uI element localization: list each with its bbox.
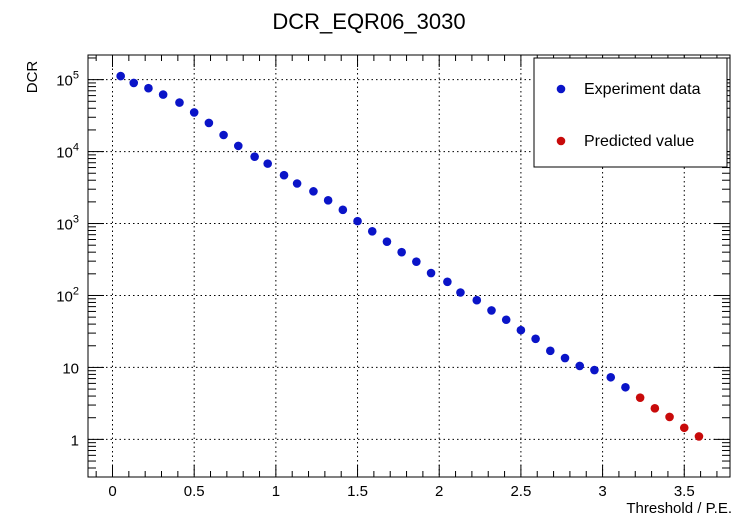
experiment-data-point [250,152,259,161]
experiment-data-point [606,372,616,382]
x-tick-label: 2.5 [510,483,531,500]
experiment-data-point [412,257,421,266]
y-axis-label: DCR [24,61,41,94]
y-tick-label: 102 [56,285,79,305]
y-tick-label: 1 [71,432,79,449]
y-tick-label-exponent: 3 [73,214,79,226]
x-tick-label: 2 [435,483,443,500]
plot-frame [87,54,731,478]
y-tick-label: 103 [56,214,79,234]
experiment-data-point [279,170,289,180]
experiment-data-point [309,187,318,196]
experiment-data-point [472,295,482,305]
y-tick-label-exponent: 2 [73,285,79,297]
experiment-data-point [575,361,585,371]
x-axis-label: Threshold / P.E. [626,500,732,516]
experiment-data-point [158,90,168,99]
predicted-value-point [650,404,660,413]
x-tick-label: 0.5 [184,483,205,500]
legend-label-predicted: Predicted value [584,133,694,150]
y-tick-label: 104 [56,142,79,162]
experiment-data-point [456,288,465,297]
legend-box [533,57,728,168]
experiment-data-point [501,315,511,325]
experiment-data-point [590,365,599,375]
experiment-data-point [175,98,184,107]
grid [88,55,730,477]
y-tick-label-exponent: 5 [73,70,79,82]
x-tick-labels: 0 0.5 1 1.5 2 2.5 3 3.5 [108,483,694,500]
experiment-data-point [397,247,406,257]
experiment-data-point [338,205,348,215]
y-tick-label: 105 [56,70,79,90]
legend-marker-experiment [556,84,566,94]
predicted-value-point [665,412,674,422]
y-tick-label-base: 10 [56,217,73,234]
y-tick-label-base: 10 [56,73,73,90]
x-tick-label: 1 [272,483,280,500]
legend-label-experiment: Experiment data [584,81,701,98]
experiment-data-point [426,268,436,278]
x-tick-label: 3 [598,483,606,500]
y-tick-label-base: 10 [56,288,73,305]
y-tick-label-exponent: 4 [73,142,79,154]
predicted-value-point [694,432,704,441]
experiment-data-point [116,71,125,81]
y-tick-label: 10 [62,360,79,377]
experiment-data-point [621,382,630,392]
experiment-data-point [144,83,153,93]
experiment-data-point [204,118,214,128]
experiment-data-point [233,141,243,151]
x-tick-label: 0 [108,483,116,500]
legend: Experiment data Predicted value [533,57,728,168]
x-tick-label: 1.5 [347,483,368,500]
experiment-data-point [531,334,540,344]
predicted-value-point [679,423,689,433]
experiment-data-point [292,179,302,188]
experiment-data-point [367,226,377,236]
experiment-data-point [443,277,452,287]
experiment-data-point [487,306,496,315]
experiment-data-point [263,159,272,168]
experiment-data-point [353,216,362,226]
experiment-data-point [560,353,570,363]
x-tick-label: 3.5 [674,483,695,500]
experiment-data-point [323,196,333,205]
data-points [116,71,704,441]
experiment-data-point [516,325,526,335]
y-tick-label-base: 1 [71,432,79,449]
experiment-data-point [189,108,199,117]
chart-title: DCR_EQR06_3030 [272,9,465,34]
experiment-data-point [546,346,555,356]
legend-marker-predicted [556,136,566,146]
experiment-data-point [129,78,139,88]
y-tick-label-base: 10 [62,360,79,377]
predicted-value-point [635,393,645,402]
y-tick-label-base: 10 [56,145,73,162]
experiment-data-point [382,237,392,246]
experiment-data-point [219,130,228,140]
